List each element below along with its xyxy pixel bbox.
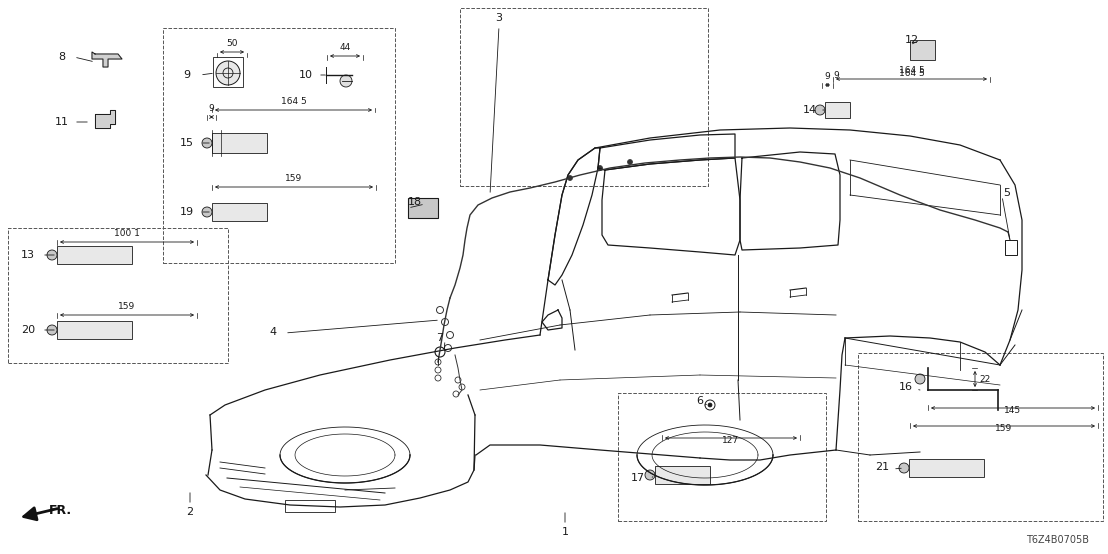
Text: 164 5: 164 5 <box>899 66 924 75</box>
Bar <box>460 8 708 186</box>
Bar <box>618 393 825 521</box>
Circle shape <box>216 61 240 85</box>
Text: 9: 9 <box>208 104 214 113</box>
Text: 10: 10 <box>299 70 312 80</box>
Bar <box>212 203 267 221</box>
Text: 6: 6 <box>697 396 704 406</box>
Text: T6Z4B0705B: T6Z4B0705B <box>1026 535 1089 545</box>
Text: 159: 159 <box>119 302 135 311</box>
Text: 7: 7 <box>437 333 443 343</box>
Text: 159: 159 <box>286 174 302 183</box>
Text: 15: 15 <box>179 138 194 148</box>
Text: 17: 17 <box>630 473 645 483</box>
Circle shape <box>708 403 712 407</box>
Text: 164 5: 164 5 <box>899 69 925 78</box>
Text: 8: 8 <box>59 52 65 62</box>
Text: 13: 13 <box>21 250 35 260</box>
Bar <box>212 133 267 153</box>
Text: 127: 127 <box>722 436 739 445</box>
Circle shape <box>627 160 633 165</box>
Circle shape <box>47 250 57 260</box>
Bar <box>285 500 335 512</box>
Text: 5: 5 <box>1004 188 1010 198</box>
Circle shape <box>815 105 825 115</box>
Circle shape <box>915 374 925 384</box>
Polygon shape <box>95 110 115 128</box>
Text: 9: 9 <box>824 72 830 81</box>
Bar <box>213 57 243 87</box>
Text: 19: 19 <box>179 207 194 217</box>
Text: 18: 18 <box>408 197 422 207</box>
Circle shape <box>340 75 352 87</box>
Text: 164 5: 164 5 <box>280 97 307 106</box>
Text: 100 1: 100 1 <box>114 229 140 238</box>
Circle shape <box>899 463 909 473</box>
Text: 21: 21 <box>875 462 889 472</box>
Text: 50: 50 <box>226 39 238 48</box>
Bar <box>655 466 710 484</box>
Text: 11: 11 <box>55 117 69 127</box>
Text: 145: 145 <box>1005 406 1022 415</box>
Bar <box>8 228 228 363</box>
Circle shape <box>645 470 655 480</box>
Bar <box>1005 240 1017 255</box>
Text: 4: 4 <box>269 327 277 337</box>
Text: 2: 2 <box>186 507 194 517</box>
Bar <box>910 40 935 60</box>
Text: FR.: FR. <box>49 504 72 516</box>
Polygon shape <box>92 52 122 67</box>
Text: 14: 14 <box>803 105 817 115</box>
Text: 12: 12 <box>905 35 919 45</box>
Bar <box>825 102 850 118</box>
Bar <box>163 28 394 263</box>
Text: 1: 1 <box>562 527 568 537</box>
Text: 16: 16 <box>899 382 913 392</box>
Bar <box>57 321 132 339</box>
Text: 9: 9 <box>184 70 191 80</box>
Circle shape <box>597 166 603 171</box>
Text: 3: 3 <box>495 13 503 23</box>
Bar <box>408 198 438 218</box>
Circle shape <box>567 176 573 181</box>
Text: 9: 9 <box>833 70 839 80</box>
Bar <box>909 459 984 477</box>
Text: 22: 22 <box>979 375 991 383</box>
Bar <box>57 246 132 264</box>
Text: 44: 44 <box>339 43 350 52</box>
Text: 159: 159 <box>995 424 1013 433</box>
Text: 20: 20 <box>21 325 35 335</box>
Circle shape <box>202 138 212 148</box>
Circle shape <box>47 325 57 335</box>
Circle shape <box>202 207 212 217</box>
Bar <box>858 353 1102 521</box>
